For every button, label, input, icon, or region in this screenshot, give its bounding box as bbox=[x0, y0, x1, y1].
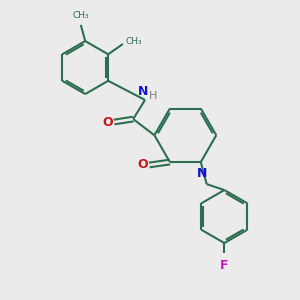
Text: O: O bbox=[137, 158, 148, 172]
Text: N: N bbox=[138, 85, 149, 98]
Text: F: F bbox=[220, 259, 229, 272]
Text: O: O bbox=[102, 116, 113, 128]
Text: H: H bbox=[149, 92, 158, 101]
Text: N: N bbox=[197, 167, 208, 180]
Text: CH₃: CH₃ bbox=[125, 37, 142, 46]
Text: CH₃: CH₃ bbox=[73, 11, 89, 20]
